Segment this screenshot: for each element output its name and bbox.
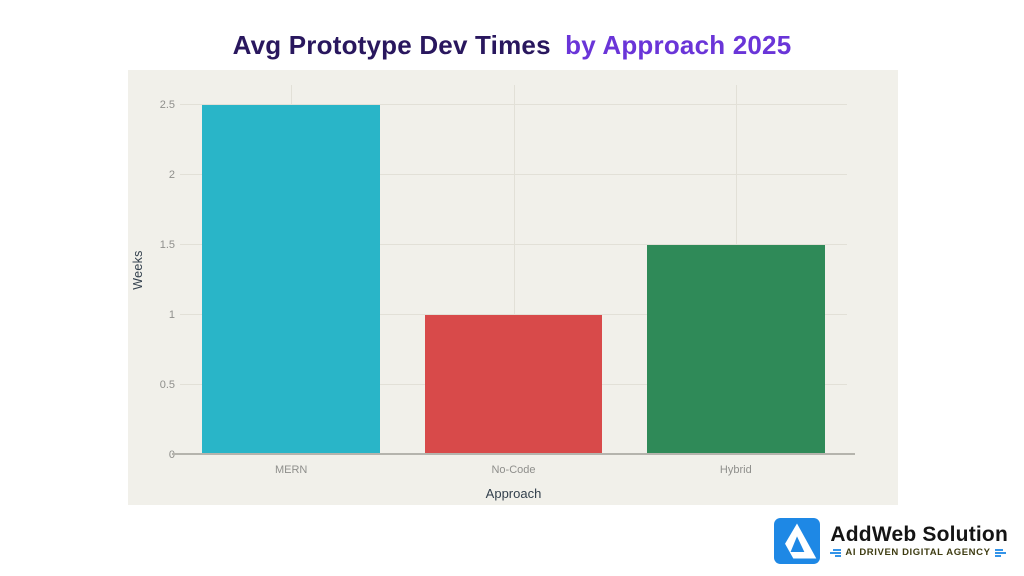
x-tick-label-no-code: No-Code (491, 464, 536, 476)
y-axis-title: Weeks (131, 250, 145, 290)
y-tick-label: 2.5 (159, 99, 175, 111)
chart-title-part1: Avg Prototype Dev Times (232, 30, 551, 60)
bar-hybrid (646, 245, 825, 455)
y-tick-label: 0.5 (159, 379, 175, 391)
y-tick-label: 1 (168, 309, 175, 321)
speed-lines-right-icon (994, 548, 1006, 557)
chart-title-part2: by Approach 2025 (565, 30, 792, 60)
addweb-logo-icon (774, 518, 821, 564)
chart-title: Avg Prototype Dev Times by Approach 2025 (0, 30, 1024, 61)
x-axis-title: Approach (485, 486, 542, 501)
bar-mern (202, 105, 381, 455)
x-tick-label-hybrid: Hybrid (719, 464, 752, 476)
brand-text: AddWeb Solution AI DRIVEN DIGITAL AGENCY (830, 522, 1008, 558)
x-tick-label-mern: MERN (274, 464, 308, 476)
chart-panel: Weeks Approach 0 0.5 1 1.5 2 2.5 MERN No-Code Hy… (128, 70, 898, 505)
plot-area: Weeks Approach 0 0.5 1 1.5 2 2.5 MERN No-Code Hy… (131, 85, 855, 501)
speed-lines-left-icon (830, 548, 842, 557)
y-tick-label: 0 (168, 449, 175, 461)
brand-tagline-text: AI DRIVEN DIGITAL AGENCY (845, 547, 991, 559)
gridline-x-no-code (513, 85, 515, 455)
x-axis-line (172, 453, 855, 455)
brand-name: AddWeb Solution (830, 522, 1008, 546)
brand-block: AddWeb Solution AI DRIVEN DIGITAL AGENCY (774, 518, 1008, 564)
bar-no-code (424, 315, 603, 455)
brand-tagline: AI DRIVEN DIGITAL AGENCY (830, 547, 1008, 558)
y-tick-label: 1.5 (159, 239, 175, 251)
y-tick-label: 2 (168, 169, 175, 181)
